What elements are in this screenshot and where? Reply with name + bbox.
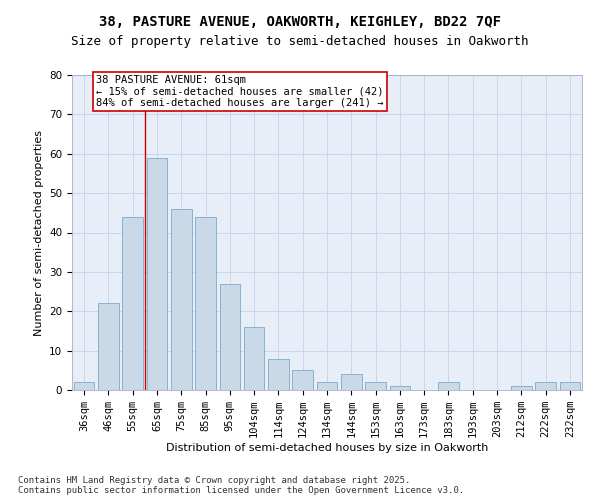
Bar (244, 327, 265, 390)
Text: 38 PASTURE AVENUE: 61sqm
← 15% of semi-detached houses are smaller (42)
84% of s: 38 PASTURE AVENUE: 61sqm ← 15% of semi-d… (96, 75, 384, 108)
Text: Contains HM Land Registry data © Crown copyright and database right 2025.
Contai: Contains HM Land Registry data © Crown c… (18, 476, 464, 495)
Bar (317, 382, 337, 390)
Bar (171, 209, 191, 390)
Bar (365, 382, 386, 390)
Text: Size of property relative to semi-detached houses in Oakworth: Size of property relative to semi-detach… (71, 35, 529, 48)
Bar (341, 374, 362, 390)
Bar (98, 304, 119, 390)
Bar (268, 358, 289, 390)
Text: 38, PASTURE AVENUE, OAKWORTH, KEIGHLEY, BD22 7QF: 38, PASTURE AVENUE, OAKWORTH, KEIGHLEY, … (99, 15, 501, 29)
Bar (511, 386, 532, 390)
Bar (560, 382, 580, 390)
Bar (195, 217, 216, 390)
Bar (438, 382, 459, 390)
Bar (146, 158, 167, 390)
Y-axis label: Number of semi-detached properties: Number of semi-detached properties (34, 130, 44, 336)
Bar (389, 386, 410, 390)
Bar (74, 382, 94, 390)
Bar (122, 217, 143, 390)
Bar (292, 370, 313, 390)
Bar (535, 382, 556, 390)
Bar (220, 284, 240, 390)
X-axis label: Distribution of semi-detached houses by size in Oakworth: Distribution of semi-detached houses by … (166, 443, 488, 453)
